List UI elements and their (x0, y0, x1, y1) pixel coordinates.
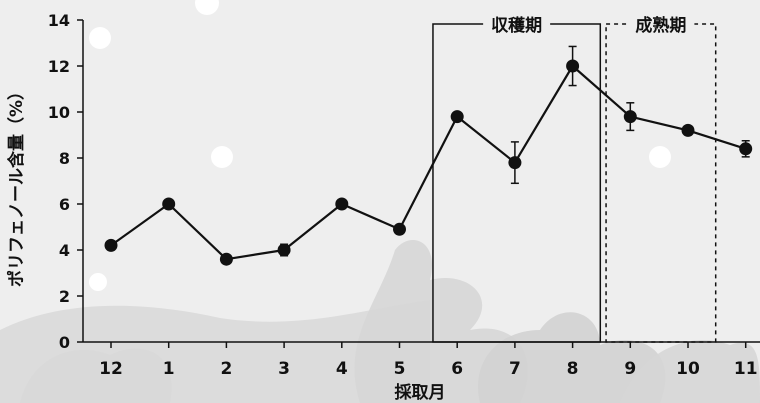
background-plant-shape (478, 312, 666, 403)
x-tick-label: 10 (676, 359, 700, 379)
y-tick-label: 0 (59, 333, 70, 352)
data-point (277, 243, 291, 257)
period-label-backdrop (483, 10, 551, 38)
y-axis-title: ポリフェノール含量（%） (6, 83, 27, 287)
x-tick-label: 6 (451, 359, 463, 379)
data-point (681, 123, 695, 137)
x-tick-label: 3 (278, 359, 290, 379)
background-plant-shape (20, 348, 172, 403)
data-point (508, 156, 522, 170)
data-point (450, 110, 464, 124)
period-label: 収穫期 (491, 16, 542, 36)
data-point (335, 197, 349, 211)
axes (82, 20, 760, 343)
background-dot (649, 146, 671, 168)
x-tick-label: 7 (509, 359, 521, 379)
data-point (566, 59, 580, 73)
y-tick-label: 4 (59, 241, 70, 260)
x-tick-label: 11 (734, 359, 758, 379)
background-dot (89, 27, 111, 49)
background-plant-shape (620, 340, 760, 403)
x-tick-label: 12 (99, 359, 123, 379)
x-tick-group: 12 1 2 3 4 5 6 7 8 9 10 11 (99, 342, 758, 379)
y-tick-label: 2 (59, 287, 70, 306)
y-tick-label: 6 (59, 195, 70, 214)
series-line (110, 64, 747, 261)
period-label-backdrop (627, 10, 695, 38)
background-dot (211, 146, 233, 168)
series-group (104, 45, 753, 266)
x-tick-label: 2 (220, 359, 232, 379)
x-tick-label: 5 (394, 359, 406, 379)
y-tick-group: 0 2 4 6 8 10 12 14 (48, 11, 83, 352)
data-point (162, 197, 176, 211)
y-tick-label: 8 (59, 149, 70, 168)
data-point (623, 110, 637, 124)
y-tick-label: 12 (48, 57, 70, 76)
period-label: 成熟期 (635, 15, 686, 36)
x-axis-title: 採取月 (395, 382, 446, 403)
x-tick-label: 8 (567, 359, 579, 379)
y-tick-label: 14 (48, 11, 70, 30)
x-tick-label: 9 (624, 359, 636, 379)
data-point (739, 142, 753, 156)
period-box (605, 23, 717, 343)
background-dot (89, 273, 107, 291)
data-point (104, 238, 118, 252)
background-dot (195, 0, 219, 15)
data-point (219, 252, 233, 266)
x-tick-label: 4 (336, 359, 348, 379)
y-tick-label: 10 (48, 103, 70, 122)
period-boxes: 収穫期 成熟期 (432, 10, 717, 343)
data-point (393, 222, 406, 236)
x-tick-label: 1 (163, 359, 175, 379)
